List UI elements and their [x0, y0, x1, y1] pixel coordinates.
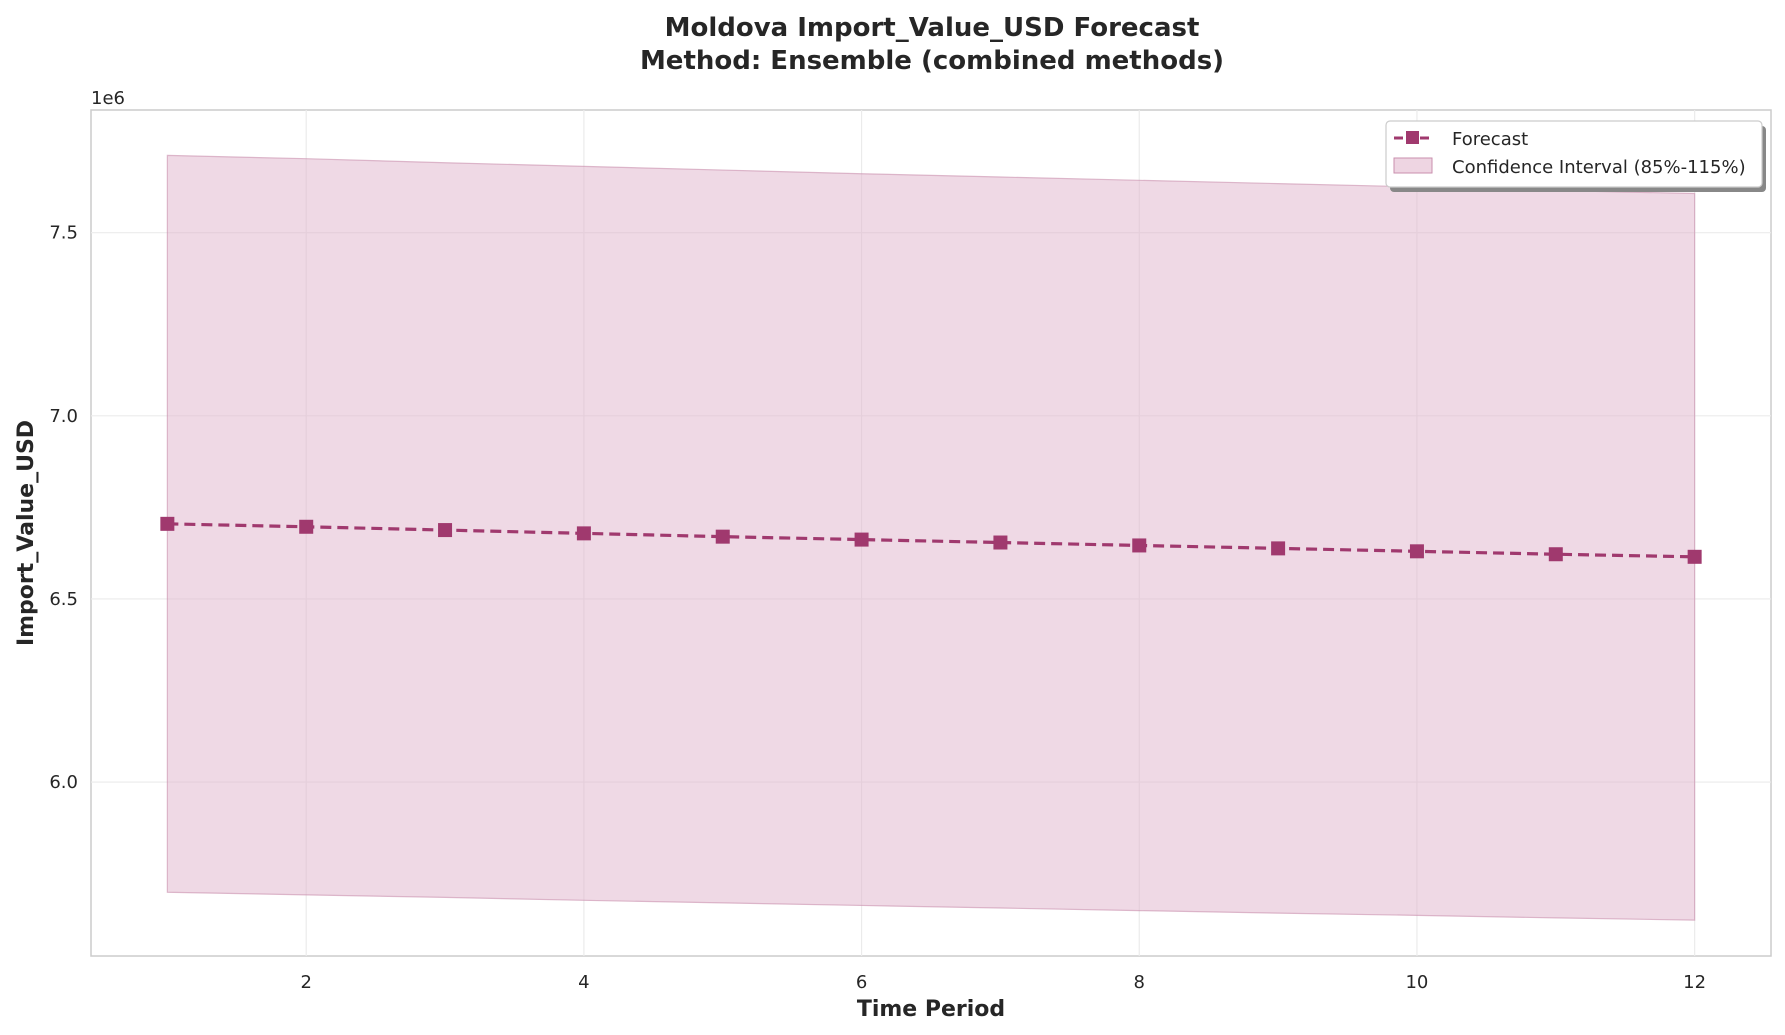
y-tick-label: 6.0	[49, 772, 78, 793]
forecast-point	[576, 526, 591, 541]
legend-band-label: Confidence Interval (85%-115%)	[1452, 157, 1746, 178]
legend-box	[1385, 120, 1763, 188]
x-tick-label: 4	[578, 972, 589, 993]
y-tick-label: 7.0	[49, 406, 78, 427]
y-tick-labels: 6.0 6.5 7.0 7.5	[49, 223, 78, 793]
forecast-point	[715, 529, 730, 544]
x-tick-labels: 2 4 6 8 10 12	[300, 972, 1706, 993]
forecast-point	[854, 532, 869, 547]
forecast-point	[1132, 538, 1147, 553]
forecast-point	[299, 519, 314, 534]
confidence-band	[166, 154, 1696, 921]
y-axis-label: Import_Value_USD	[14, 420, 39, 646]
x-axis-label: Time Period	[857, 997, 1005, 1022]
chart-title-line2: Method: Ensemble (combined methods)	[640, 46, 1224, 76]
forecast-point	[1687, 549, 1702, 564]
forecast-line-layer	[160, 516, 1702, 564]
forecast-point	[1271, 541, 1286, 556]
y-tick-label: 6.5	[49, 589, 78, 610]
x-tick-label: 6	[856, 972, 867, 993]
forecast-point	[993, 535, 1008, 550]
legend-band-swatch	[1393, 157, 1433, 174]
forecast-point	[160, 516, 175, 531]
forecast-point	[1548, 547, 1563, 562]
confidence-band-layer	[166, 154, 1696, 921]
x-tick-label: 2	[300, 972, 311, 993]
x-tick-label: 10	[1405, 972, 1428, 993]
x-tick-label: 8	[1134, 972, 1145, 993]
legend: Forecast Confidence Interval (85%-115%)	[1385, 120, 1766, 192]
legend-forecast-label: Forecast	[1452, 129, 1528, 150]
chart-title-line1: Moldova Import_Value_USD Forecast	[665, 13, 1200, 43]
legend-forecast-marker	[1406, 131, 1419, 144]
forecast-point	[1409, 544, 1424, 559]
y-offset-label: 1e6	[91, 88, 125, 109]
x-tick-label: 12	[1683, 972, 1706, 993]
forecast-point	[438, 523, 453, 538]
y-tick-label: 7.5	[49, 223, 78, 244]
